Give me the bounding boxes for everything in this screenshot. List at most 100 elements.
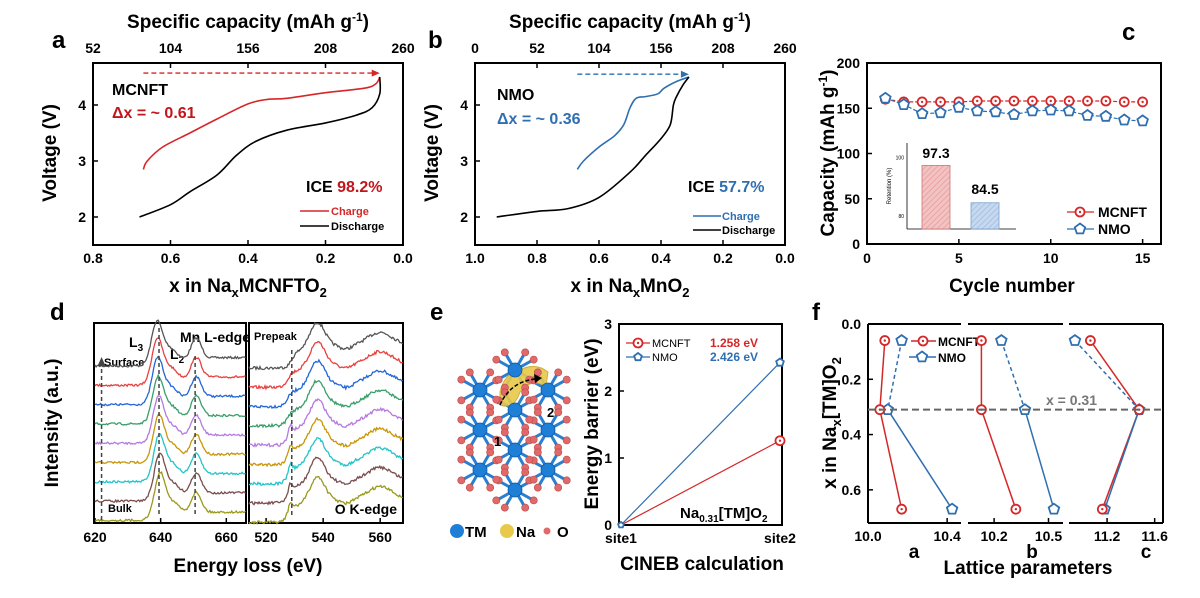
top-axis-title-text: Specific capacity (mAh g bbox=[509, 12, 734, 33]
o-atom bbox=[521, 388, 530, 397]
subscript: 2 bbox=[320, 285, 327, 300]
o-atom bbox=[521, 348, 530, 357]
o-atom bbox=[562, 375, 571, 384]
panel-e: 1 2 TM Na O CINEB calculation Energy bar… bbox=[450, 316, 796, 575]
x-tick-label: 620 bbox=[83, 529, 107, 545]
sub-label-b: b bbox=[1026, 542, 1038, 563]
nmo-point bbox=[1044, 103, 1058, 116]
o-atom bbox=[529, 496, 538, 505]
tm-atom bbox=[507, 362, 523, 378]
panel-d: Energy loss (eV) Intensity (a.u.) Mn L-e… bbox=[42, 319, 404, 577]
y-tick-label: 2 bbox=[460, 209, 468, 225]
nmo-point bbox=[1068, 333, 1082, 346]
y-axis-title-end: ) bbox=[818, 70, 839, 76]
legend-charge: Charge bbox=[722, 211, 760, 223]
o-atom bbox=[486, 448, 495, 457]
legend-nmo-marker bbox=[915, 350, 929, 363]
nmo-point bbox=[970, 104, 984, 117]
tm-atom bbox=[507, 442, 523, 458]
x-tick-label: 0 bbox=[863, 250, 871, 266]
l2-label: L2 bbox=[170, 346, 185, 366]
o-atom bbox=[492, 355, 501, 364]
top-tick-label: 104 bbox=[159, 40, 183, 56]
subscript: 2 bbox=[682, 285, 689, 300]
inset-y-axis-title: Retention (%) bbox=[887, 168, 893, 205]
ice-value: 98.2% bbox=[337, 179, 382, 196]
top-tick-label: 0 bbox=[471, 40, 479, 56]
o-atom bbox=[521, 428, 530, 437]
panel-label-e: e bbox=[430, 299, 443, 326]
o-atom bbox=[486, 408, 495, 417]
x-tick-label: 540 bbox=[311, 529, 335, 545]
sample-label: MCNFT bbox=[112, 82, 168, 99]
legend-mcnft: MCNFT bbox=[938, 335, 981, 349]
sub-label-c: c bbox=[1141, 542, 1152, 563]
o-atom bbox=[457, 415, 466, 424]
panel-c: Cycle number Capacity (mAh g-1) MCNFT NM… bbox=[816, 55, 1162, 297]
x-tick-label: 660 bbox=[215, 529, 239, 545]
ice-value: 57.7% bbox=[719, 179, 764, 196]
o-spectrum-4 bbox=[248, 398, 403, 448]
na-legend: Na bbox=[516, 524, 536, 541]
o-atom bbox=[562, 455, 571, 464]
y-axis-title: Voltage (V) bbox=[40, 104, 61, 202]
y-axis-title-text: Capacity (mAh g bbox=[818, 87, 839, 237]
o-atom bbox=[465, 483, 474, 492]
o-atom bbox=[457, 476, 466, 485]
y-tick-label: 0.0 bbox=[842, 316, 862, 332]
o-atom bbox=[554, 483, 563, 492]
o-atom bbox=[554, 368, 563, 377]
nmo-point bbox=[1117, 113, 1131, 126]
formula-part: Na bbox=[680, 505, 700, 522]
o-atom bbox=[554, 408, 563, 417]
o-atom bbox=[562, 396, 571, 405]
y-axis-title: Capacity (mAh g-1) bbox=[816, 70, 839, 237]
o-atom bbox=[457, 375, 466, 384]
mcnft-point-center bbox=[1104, 99, 1108, 103]
y-axis-title-part: [TM]O bbox=[820, 364, 841, 419]
mcnft-point-center bbox=[994, 99, 997, 103]
y-tick-label: 0 bbox=[604, 517, 612, 533]
x-tick-label: 0.4 bbox=[651, 250, 671, 266]
o-atom bbox=[554, 448, 563, 457]
nmo-line-dashed bbox=[887, 340, 903, 410]
superscript: -1 bbox=[816, 76, 830, 87]
panel-f: Lattice parameters x in Nax[TM]O2 a b c … bbox=[820, 316, 1168, 579]
top-tick-label: 260 bbox=[391, 40, 415, 56]
o-atom bbox=[529, 355, 538, 364]
bulk-label: Bulk bbox=[108, 503, 133, 515]
subscript: 2 bbox=[179, 355, 185, 366]
sub-label-a: a bbox=[909, 542, 920, 563]
plot-frame bbox=[474, 62, 786, 246]
o-spectrum-7 bbox=[248, 456, 403, 506]
tm-legend: TM bbox=[465, 524, 487, 541]
mcnft-line bbox=[980, 409, 1017, 510]
mcnft-line bbox=[879, 340, 886, 410]
series-charge bbox=[142, 76, 381, 170]
inset-y-tick-label: 80 bbox=[898, 214, 904, 220]
nmo-point bbox=[897, 97, 911, 110]
legend-mcnft-marker-center bbox=[1078, 210, 1082, 214]
top-tick-label: 208 bbox=[314, 40, 338, 56]
inset-y-tick-label: 100 bbox=[896, 156, 905, 162]
mcnft-point-center bbox=[883, 339, 887, 342]
l3-text: L bbox=[129, 334, 138, 350]
mn-spectrum-6 bbox=[94, 433, 246, 484]
x-axis-title: x in NaxMnO2 bbox=[571, 276, 690, 300]
mn-spectrum-2 bbox=[94, 355, 246, 407]
o-legend: O bbox=[557, 524, 569, 541]
nmo-point bbox=[879, 91, 892, 104]
o-atom bbox=[500, 503, 509, 512]
nmo-point bbox=[617, 520, 625, 529]
series-discharge bbox=[496, 76, 690, 218]
surface-label: Surface bbox=[104, 357, 144, 369]
o-atom bbox=[525, 455, 534, 464]
mn-spectrum-1 bbox=[94, 337, 246, 388]
x-tick-label: 0.2 bbox=[316, 250, 336, 266]
o-atom bbox=[486, 368, 495, 377]
series-discharge bbox=[139, 76, 382, 218]
legend-nmo-marker bbox=[633, 351, 643, 362]
formula-label: Na0.31[TM]O2 bbox=[680, 505, 768, 525]
x-tick-label: 11.6 bbox=[1141, 528, 1168, 544]
x-tick-label: 0.6 bbox=[589, 250, 609, 266]
